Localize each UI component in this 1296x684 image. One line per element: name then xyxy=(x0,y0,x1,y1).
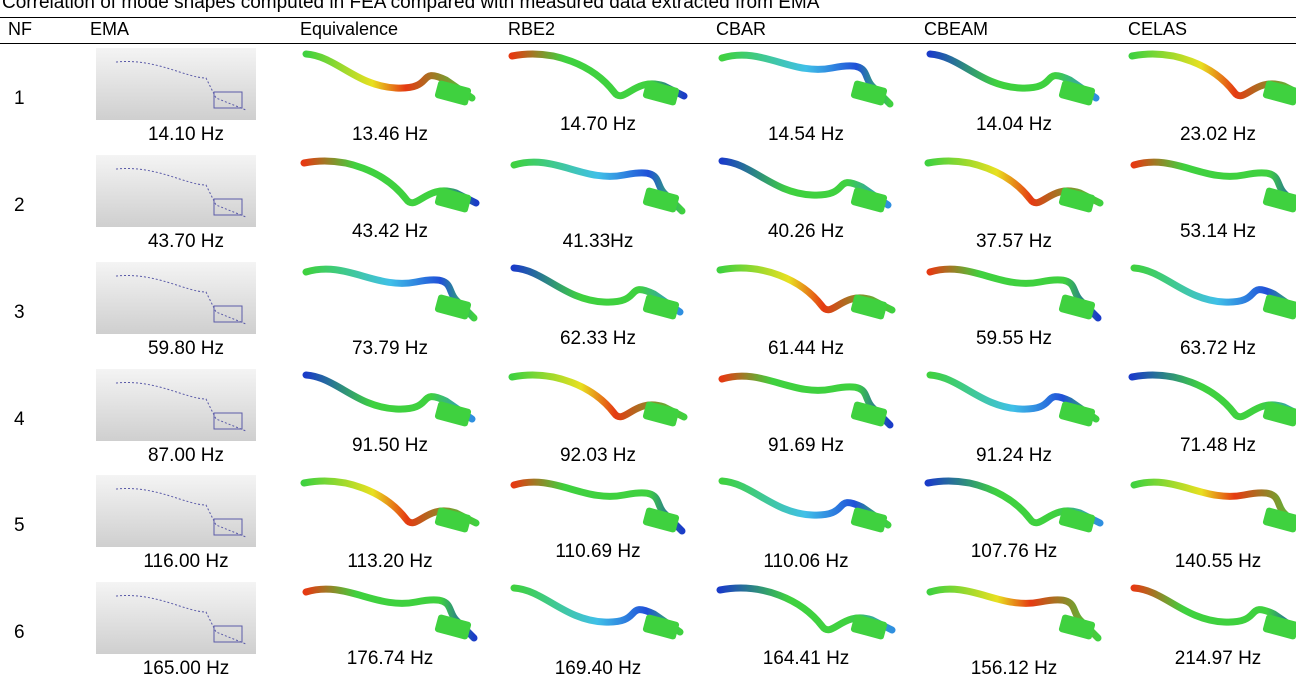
column-header: EMA xyxy=(90,19,129,40)
row-number: 5 xyxy=(14,515,25,537)
column-header: RBE2 xyxy=(508,19,555,40)
column-header: CBEAM xyxy=(924,19,988,40)
fea-mode-shape xyxy=(1124,46,1296,122)
frequency: 110.69 Hz xyxy=(508,541,688,563)
fea-mode-shape xyxy=(712,367,902,443)
column-header: CELAS xyxy=(1128,19,1187,40)
frequency: 41.33Hz xyxy=(508,231,688,253)
frequency: 63.72 Hz xyxy=(1128,338,1296,360)
frequency: 156.12 Hz xyxy=(924,658,1104,680)
fea-mode-shape xyxy=(296,473,486,549)
frequency: 107.76 Hz xyxy=(924,541,1104,563)
ema-wireframe xyxy=(96,48,256,120)
fea-mode-shape xyxy=(296,260,486,336)
frequency: 43.42 Hz xyxy=(300,221,480,243)
fea-mode-shape xyxy=(1124,473,1296,549)
frequency: 71.48 Hz xyxy=(1128,435,1296,457)
ema-wireframe xyxy=(96,369,256,441)
fea-mode-shape xyxy=(712,473,902,549)
frequency: 14.70 Hz xyxy=(508,114,688,136)
fea-mode-shape xyxy=(920,46,1110,122)
fea-mode-shape xyxy=(296,153,486,229)
ema-wireframe xyxy=(96,582,256,654)
header-rule xyxy=(0,43,1296,44)
fea-mode-shape xyxy=(920,260,1110,336)
fea-mode-shape xyxy=(504,46,694,122)
ema-image xyxy=(96,262,256,334)
fea-mode-shape xyxy=(296,46,486,122)
fea-mode-shape xyxy=(504,580,694,656)
frequency: 91.69 Hz xyxy=(716,435,896,457)
frequency: 14.04 Hz xyxy=(924,114,1104,136)
fea-mode-shape xyxy=(504,367,694,443)
ema-wireframe xyxy=(96,262,256,334)
fea-mode-shape xyxy=(712,580,902,656)
frequency: 87.00 Hz xyxy=(96,445,276,467)
frequency: 92.03 Hz xyxy=(508,445,688,467)
ema-wireframe xyxy=(96,155,256,227)
frequency: 165.00 Hz xyxy=(96,658,276,680)
ema-image xyxy=(96,155,256,227)
row-number: 2 xyxy=(14,195,25,217)
frequency: 214.97 Hz xyxy=(1128,648,1296,670)
top-rule xyxy=(0,17,1296,18)
frequency: 37.57 Hz xyxy=(924,231,1104,253)
fea-mode-shape xyxy=(920,153,1110,229)
frequency: 14.54 Hz xyxy=(716,124,896,146)
frequency: 13.46 Hz xyxy=(300,124,480,146)
row-number: 1 xyxy=(14,88,25,110)
frequency: 40.26 Hz xyxy=(716,221,896,243)
fea-mode-shape xyxy=(920,580,1110,656)
frequency: 61.44 Hz xyxy=(716,338,896,360)
frequency: 14.10 Hz xyxy=(96,124,276,146)
frequency: 113.20 Hz xyxy=(300,551,480,573)
frequency: 73.79 Hz xyxy=(300,338,480,360)
frequency: 116.00 Hz xyxy=(96,551,276,573)
column-header: NF xyxy=(8,19,32,40)
frequency: 53.14 Hz xyxy=(1128,221,1296,243)
column-header: Equivalence xyxy=(300,19,398,40)
frequency: 43.70 Hz xyxy=(96,231,276,253)
page: {"title": "Correlation of mode shapes co… xyxy=(0,0,1296,684)
fea-mode-shape xyxy=(1124,260,1296,336)
fea-mode-shape xyxy=(296,367,486,443)
frequency: 23.02 Hz xyxy=(1128,124,1296,146)
ema-image xyxy=(96,48,256,120)
frequency: 176.74 Hz xyxy=(300,648,480,670)
row-number: 6 xyxy=(14,622,25,644)
fea-mode-shape xyxy=(1124,367,1296,443)
frequency: 91.24 Hz xyxy=(924,445,1104,467)
row-number: 3 xyxy=(14,302,25,324)
fea-mode-shape xyxy=(712,260,902,336)
frequency: 59.55 Hz xyxy=(924,328,1104,350)
fea-mode-shape xyxy=(1124,580,1296,656)
frequency: 140.55 Hz xyxy=(1128,551,1296,573)
fea-mode-shape xyxy=(712,153,902,229)
frequency: 169.40 Hz xyxy=(508,658,688,680)
fea-mode-shape xyxy=(504,473,694,549)
fea-mode-shape xyxy=(504,153,694,229)
fea-mode-shape xyxy=(920,367,1110,443)
row-number: 4 xyxy=(14,409,25,431)
fea-mode-shape xyxy=(504,260,694,336)
column-header: CBAR xyxy=(716,19,766,40)
ema-image xyxy=(96,475,256,547)
fea-mode-shape xyxy=(920,473,1110,549)
fea-mode-shape xyxy=(1124,153,1296,229)
ema-image xyxy=(96,369,256,441)
frequency: 110.06 Hz xyxy=(716,551,896,573)
frequency: 91.50 Hz xyxy=(300,435,480,457)
frequency: 62.33 Hz xyxy=(508,328,688,350)
fea-mode-shape xyxy=(712,46,902,122)
ema-image xyxy=(96,582,256,654)
frequency: 59.80 Hz xyxy=(96,338,276,360)
caption: Correlation of mode shapes computed in F… xyxy=(2,0,819,14)
ema-wireframe xyxy=(96,475,256,547)
fea-mode-shape xyxy=(296,580,486,656)
frequency: 164.41 Hz xyxy=(716,648,896,670)
